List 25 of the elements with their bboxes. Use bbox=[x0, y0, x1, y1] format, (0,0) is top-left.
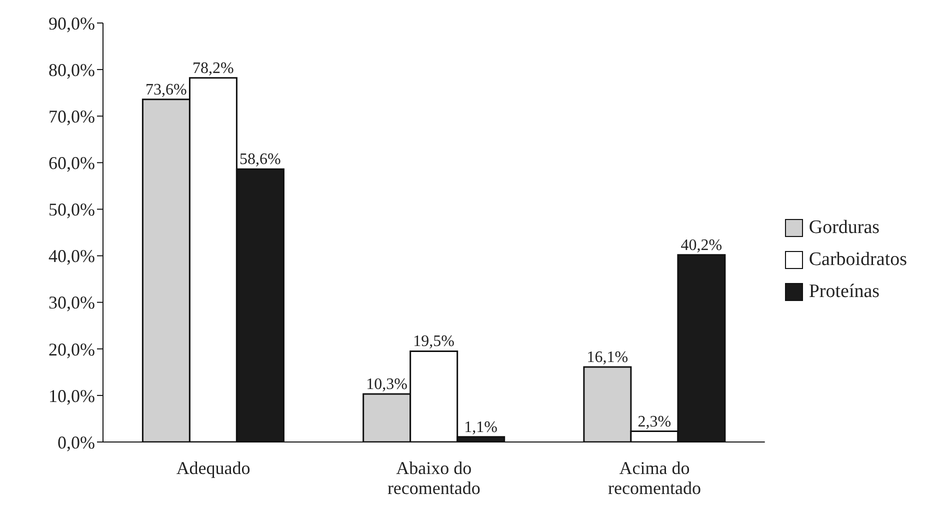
y-tick-label: 20,0% bbox=[48, 339, 95, 360]
data-label: 78,2% bbox=[192, 60, 234, 77]
y-tick-label: 60,0% bbox=[48, 153, 95, 174]
y-tick-label: 80,0% bbox=[48, 60, 95, 80]
data-label: 58,6% bbox=[240, 151, 281, 168]
legend-label: Gorduras bbox=[808, 217, 880, 239]
y-tick-label: 50,0% bbox=[48, 200, 95, 220]
y-tick-label: 10,0% bbox=[48, 386, 95, 406]
legend-label: Proteínas bbox=[808, 281, 880, 303]
data-label: 73,6% bbox=[146, 81, 187, 98]
y-tick-label: 70,0% bbox=[48, 106, 95, 126]
y-tick-label: 30,0% bbox=[48, 292, 95, 313]
legend-label: Carboidratos bbox=[808, 249, 907, 271]
x-tick-label: Adequado bbox=[176, 458, 250, 478]
data-label: 40,2% bbox=[680, 236, 722, 254]
data-label: 10,3% bbox=[366, 376, 408, 394]
data-label: 2,3% bbox=[638, 413, 672, 430]
y-tick-label: 0,0% bbox=[58, 432, 95, 452]
x-tick-label: Acima do recomentado bbox=[608, 458, 702, 498]
data-label: 16,1% bbox=[586, 349, 628, 366]
data-label: 1,1% bbox=[464, 418, 498, 436]
y-tick-label: 40,0% bbox=[48, 246, 95, 266]
y-tick-label: 90,0% bbox=[48, 13, 95, 34]
x-tick-label: Abaixo do recomentado bbox=[387, 458, 480, 498]
data-label: 19,5% bbox=[413, 333, 454, 350]
